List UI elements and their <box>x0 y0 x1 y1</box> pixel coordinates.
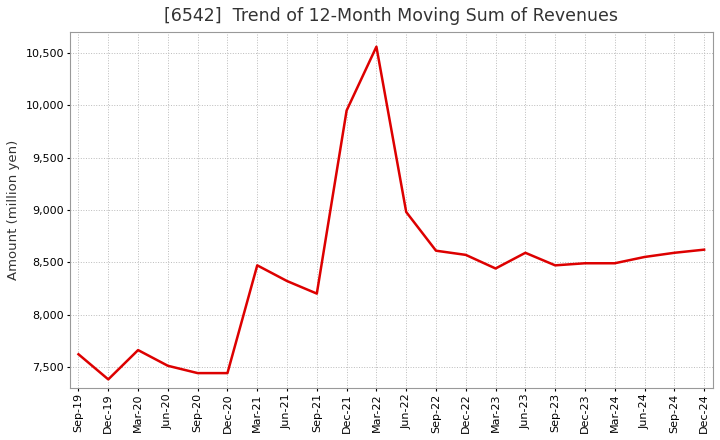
Title: [6542]  Trend of 12-Month Moving Sum of Revenues: [6542] Trend of 12-Month Moving Sum of R… <box>164 7 618 25</box>
Y-axis label: Amount (million yen): Amount (million yen) <box>7 140 20 280</box>
